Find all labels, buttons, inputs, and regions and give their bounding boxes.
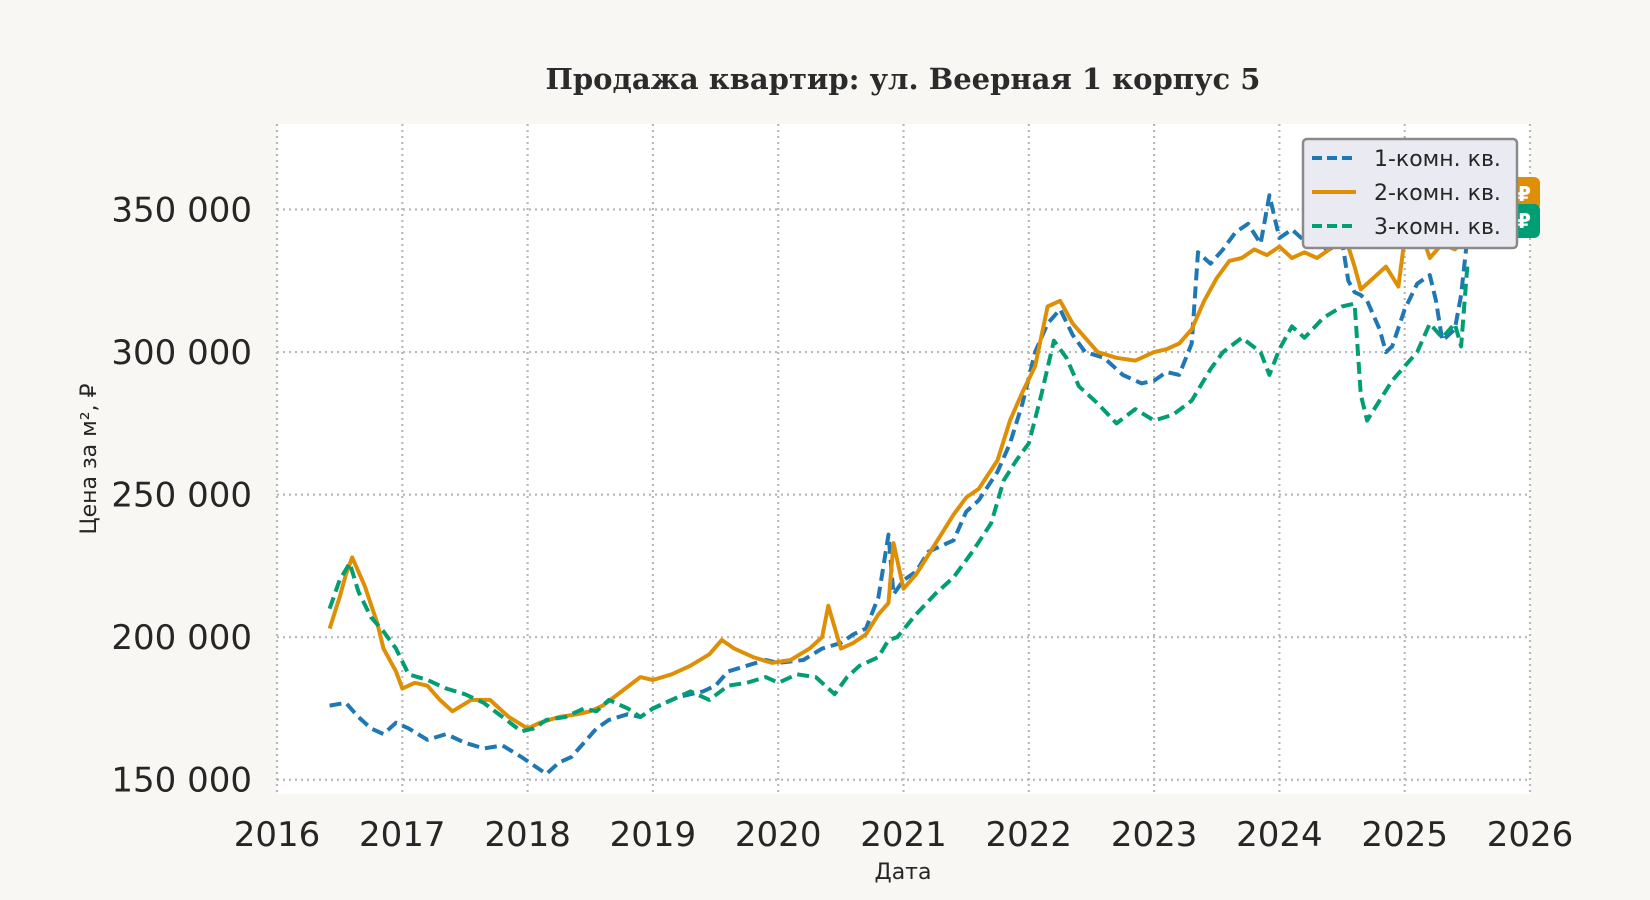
legend-label: 3-комн. кв. <box>1374 215 1501 240</box>
x-tick-label: 2020 <box>735 815 822 855</box>
x-tick-label: 2017 <box>359 815 446 855</box>
chart-title: Продажа квартир: ул. Веерная 1 корпус 5 <box>545 62 1260 96</box>
x-tick-label: 2024 <box>1236 815 1323 855</box>
x-tick-label: 2022 <box>986 815 1073 855</box>
legend-item-1-room: 1-комн. кв. <box>1312 147 1501 172</box>
x-axis-label: Дата <box>875 860 932 885</box>
legend-label: 1-комн. кв. <box>1374 147 1501 172</box>
y-tick-label: 200 000 <box>111 618 252 658</box>
x-tick-label: 2023 <box>1111 815 1198 855</box>
x-tick-label: 2018 <box>484 815 571 855</box>
legend-item-3-room: 3-комн. кв. <box>1312 215 1501 240</box>
y-tick-label: 250 000 <box>111 476 252 516</box>
end-tag-label: ₽ <box>1517 209 1531 233</box>
legend-box <box>1301 137 1519 250</box>
legend: 1-комн. кв. 2-комн. кв. 3-комн. кв. <box>1301 137 1519 250</box>
series-line-3-room <box>327 266 1470 734</box>
legend-item-2-room: 2-комн. кв. <box>1312 181 1501 206</box>
end-tag-label: ₽ <box>1517 182 1531 206</box>
x-tick-label: 2026 <box>1487 815 1574 855</box>
x-tick-labels: 2016 2017 2018 2019 2020 2021 2022 2023 2024 2025… <box>234 815 1574 855</box>
y-tick-label: 150 000 <box>111 761 252 801</box>
y-axis-label: Цена за м², ₽ <box>77 383 102 534</box>
legend-label: 2-комн. кв. <box>1374 181 1501 206</box>
x-tick-label: 2016 <box>234 815 321 855</box>
y-tick-label: 300 000 <box>111 333 252 373</box>
grid <box>275 124 1532 794</box>
series-line-1-room <box>329 193 1470 776</box>
series-lines <box>327 193 1470 776</box>
x-tick-label: 2025 <box>1361 815 1448 855</box>
y-tick-label: 350 000 <box>111 191 252 231</box>
x-tick-label: 2021 <box>860 815 947 855</box>
y-tick-labels: 150 000 200 000 250 000 300 000 350 000 <box>111 191 252 801</box>
x-tick-label: 2019 <box>610 815 697 855</box>
series-line-2-room <box>327 218 1469 731</box>
